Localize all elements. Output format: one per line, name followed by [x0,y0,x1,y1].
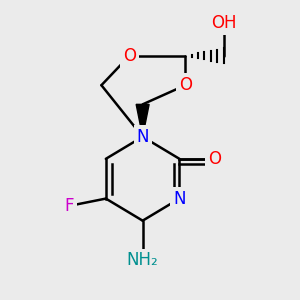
Text: O: O [208,150,221,168]
Text: OH: OH [211,14,236,32]
Text: F: F [64,197,74,215]
Polygon shape [136,104,149,137]
Text: N: N [136,128,149,146]
Text: O: O [179,76,192,94]
Text: N: N [173,190,186,208]
Text: O: O [123,47,136,65]
Text: NH₂: NH₂ [127,251,158,269]
